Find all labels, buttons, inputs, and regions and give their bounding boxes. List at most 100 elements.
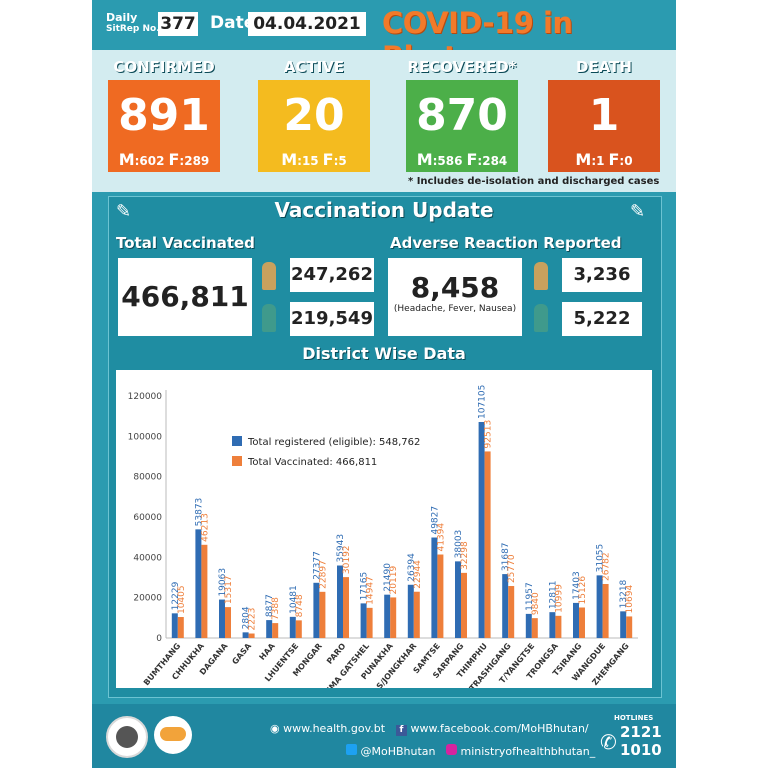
stat-label: CONFIRMED bbox=[113, 58, 215, 76]
stat-card: 1 M:1 F:0 bbox=[548, 80, 660, 172]
adverse-reaction-note: (Headache, Fever, Nausea) bbox=[393, 304, 517, 314]
adverse-reaction-value: 8,458 bbox=[410, 271, 500, 304]
hotline-number[interactable]: 2121 bbox=[620, 723, 662, 741]
female-figure-icon bbox=[534, 304, 548, 332]
adverse-male-value: 3,236 bbox=[562, 258, 642, 292]
globe-icon: ◉ bbox=[270, 722, 284, 735]
vaccinated-data-label: 14947 bbox=[366, 576, 376, 605]
vaccinated-bar bbox=[531, 618, 538, 638]
vaccinated-bar bbox=[437, 554, 444, 638]
stat-label: DEATH bbox=[576, 58, 632, 76]
facebook-link[interactable]: f www.facebook.com/MoHBhutan/ bbox=[396, 722, 589, 736]
registered-data-label: 8877 bbox=[265, 594, 275, 617]
male-label: M bbox=[575, 150, 592, 169]
stat-label: ACTIVE bbox=[283, 58, 345, 76]
male-value: :586 bbox=[432, 154, 463, 168]
adverse-reaction-label: Adverse Reaction Reported bbox=[390, 234, 622, 252]
website-link[interactable]: ◉ www.health.gov.bt bbox=[270, 722, 385, 735]
vaccinated-bar bbox=[555, 615, 562, 638]
twitter-text: @MoHBhutan bbox=[360, 745, 436, 758]
registered-data-label: 26394 bbox=[407, 553, 417, 582]
vaccinated-bar bbox=[390, 597, 397, 638]
registered-data-label: 53873 bbox=[194, 498, 204, 527]
registered-data-label: 31687 bbox=[501, 542, 511, 571]
vaccinated-data-label: 20119 bbox=[389, 566, 399, 595]
female-value: :0 bbox=[619, 154, 633, 168]
female-label: F bbox=[608, 150, 620, 169]
female-value: :284 bbox=[477, 154, 508, 168]
vaccinated-data-label: 7388 bbox=[271, 597, 281, 620]
registered-data-label: 2804 bbox=[242, 606, 252, 629]
phone-icon: ✆ bbox=[600, 730, 617, 754]
registered-bar bbox=[502, 574, 509, 638]
registered-bar bbox=[620, 611, 627, 638]
registered-bar bbox=[242, 632, 249, 638]
vaccinated-data-label: 32298 bbox=[460, 541, 470, 570]
stat-card: 891 M:602 F:289 bbox=[108, 80, 220, 172]
registered-data-label: 19063 bbox=[218, 568, 228, 597]
twitter-link[interactable]: @MoHBhutan bbox=[346, 744, 436, 758]
legend-swatch-vaccinated bbox=[232, 456, 242, 466]
male-figure-icon bbox=[534, 262, 548, 290]
vaccinated-data-label: 46213 bbox=[200, 513, 210, 542]
vaccinated-bar bbox=[343, 577, 349, 638]
male-vaccinated-value: 247,262 bbox=[290, 258, 374, 292]
vaccinated-bar bbox=[201, 544, 208, 638]
vaccinated-data-label: 15317 bbox=[224, 575, 234, 604]
registered-bar bbox=[337, 565, 343, 638]
total-vaccinated-value: 466,811 bbox=[118, 258, 252, 336]
vaccinated-bar bbox=[602, 583, 609, 638]
vaccinated-data-label: 15126 bbox=[578, 576, 588, 605]
stat-value: 20 bbox=[283, 90, 345, 141]
vaccinated-bar bbox=[508, 586, 515, 638]
registered-data-label: 12229 bbox=[171, 581, 181, 610]
stat-card: 20 M:15 F:5 bbox=[258, 80, 370, 172]
registered-bar bbox=[549, 612, 556, 638]
instagram-icon bbox=[446, 744, 457, 755]
registered-bar bbox=[431, 537, 438, 638]
registered-data-label: 11957 bbox=[525, 582, 535, 611]
vaccinated-data-label: 41394 bbox=[436, 523, 446, 552]
stat-breakdown: M:15 F:5 bbox=[258, 150, 370, 169]
syringe-icon: ✎ bbox=[116, 201, 132, 222]
registered-data-label: 17403 bbox=[572, 571, 582, 600]
website-text: www.health.gov.bt bbox=[283, 722, 386, 735]
date-value: 04.04.2021 bbox=[248, 12, 366, 36]
sitrep-label: SitRep No. bbox=[106, 24, 160, 34]
facebook-icon: f bbox=[396, 725, 407, 736]
female-label: F bbox=[322, 150, 334, 169]
stat-breakdown: M:1 F:0 bbox=[548, 150, 660, 169]
vaccinated-data-label: 10694 bbox=[625, 585, 635, 614]
instagram-link[interactable]: ministryofhealthbhutan_ bbox=[446, 744, 595, 758]
registered-data-label: 49827 bbox=[430, 506, 440, 535]
registered-bar bbox=[596, 575, 603, 638]
vaccinated-data-label: 22944 bbox=[413, 560, 423, 589]
y-tick-label: 20000 bbox=[133, 594, 162, 604]
vaccinated-bar bbox=[272, 623, 279, 638]
twitter-icon bbox=[346, 744, 357, 755]
legend-label: Total registered (eligible): 548,762 bbox=[247, 437, 420, 448]
registered-bar bbox=[384, 594, 391, 638]
stat-label: RECOVERED* bbox=[407, 58, 517, 76]
male-value: :602 bbox=[134, 154, 165, 168]
sitrep-number: 377 bbox=[158, 12, 198, 36]
daily-label: Daily bbox=[106, 11, 138, 24]
vaccinated-data-label: 2223 bbox=[248, 608, 258, 631]
stat-value: 1 bbox=[588, 90, 620, 141]
vaccinated-data-label: 10999 bbox=[554, 584, 564, 613]
registered-bar bbox=[313, 582, 320, 638]
facebook-text: www.facebook.com/MoHBhutan/ bbox=[410, 722, 589, 735]
vaccinated-data-label: 92513 bbox=[484, 420, 494, 449]
vaccination-title: Vaccination Update bbox=[274, 198, 494, 222]
campaign-logo bbox=[154, 716, 192, 754]
hotline-number[interactable]: 1010 bbox=[620, 741, 662, 759]
vaccinated-data-label: 8748 bbox=[295, 594, 305, 617]
male-figure-icon bbox=[262, 262, 276, 290]
legend-label: Total Vaccinated: 466,811 bbox=[247, 457, 377, 468]
vaccinated-bar bbox=[319, 591, 326, 638]
vaccinated-bar bbox=[295, 620, 302, 638]
date-label: Date bbox=[210, 13, 256, 33]
registered-bar bbox=[266, 620, 273, 638]
vaccinated-data-label: 26782 bbox=[602, 552, 612, 581]
registered-data-label: 27377 bbox=[312, 551, 322, 580]
